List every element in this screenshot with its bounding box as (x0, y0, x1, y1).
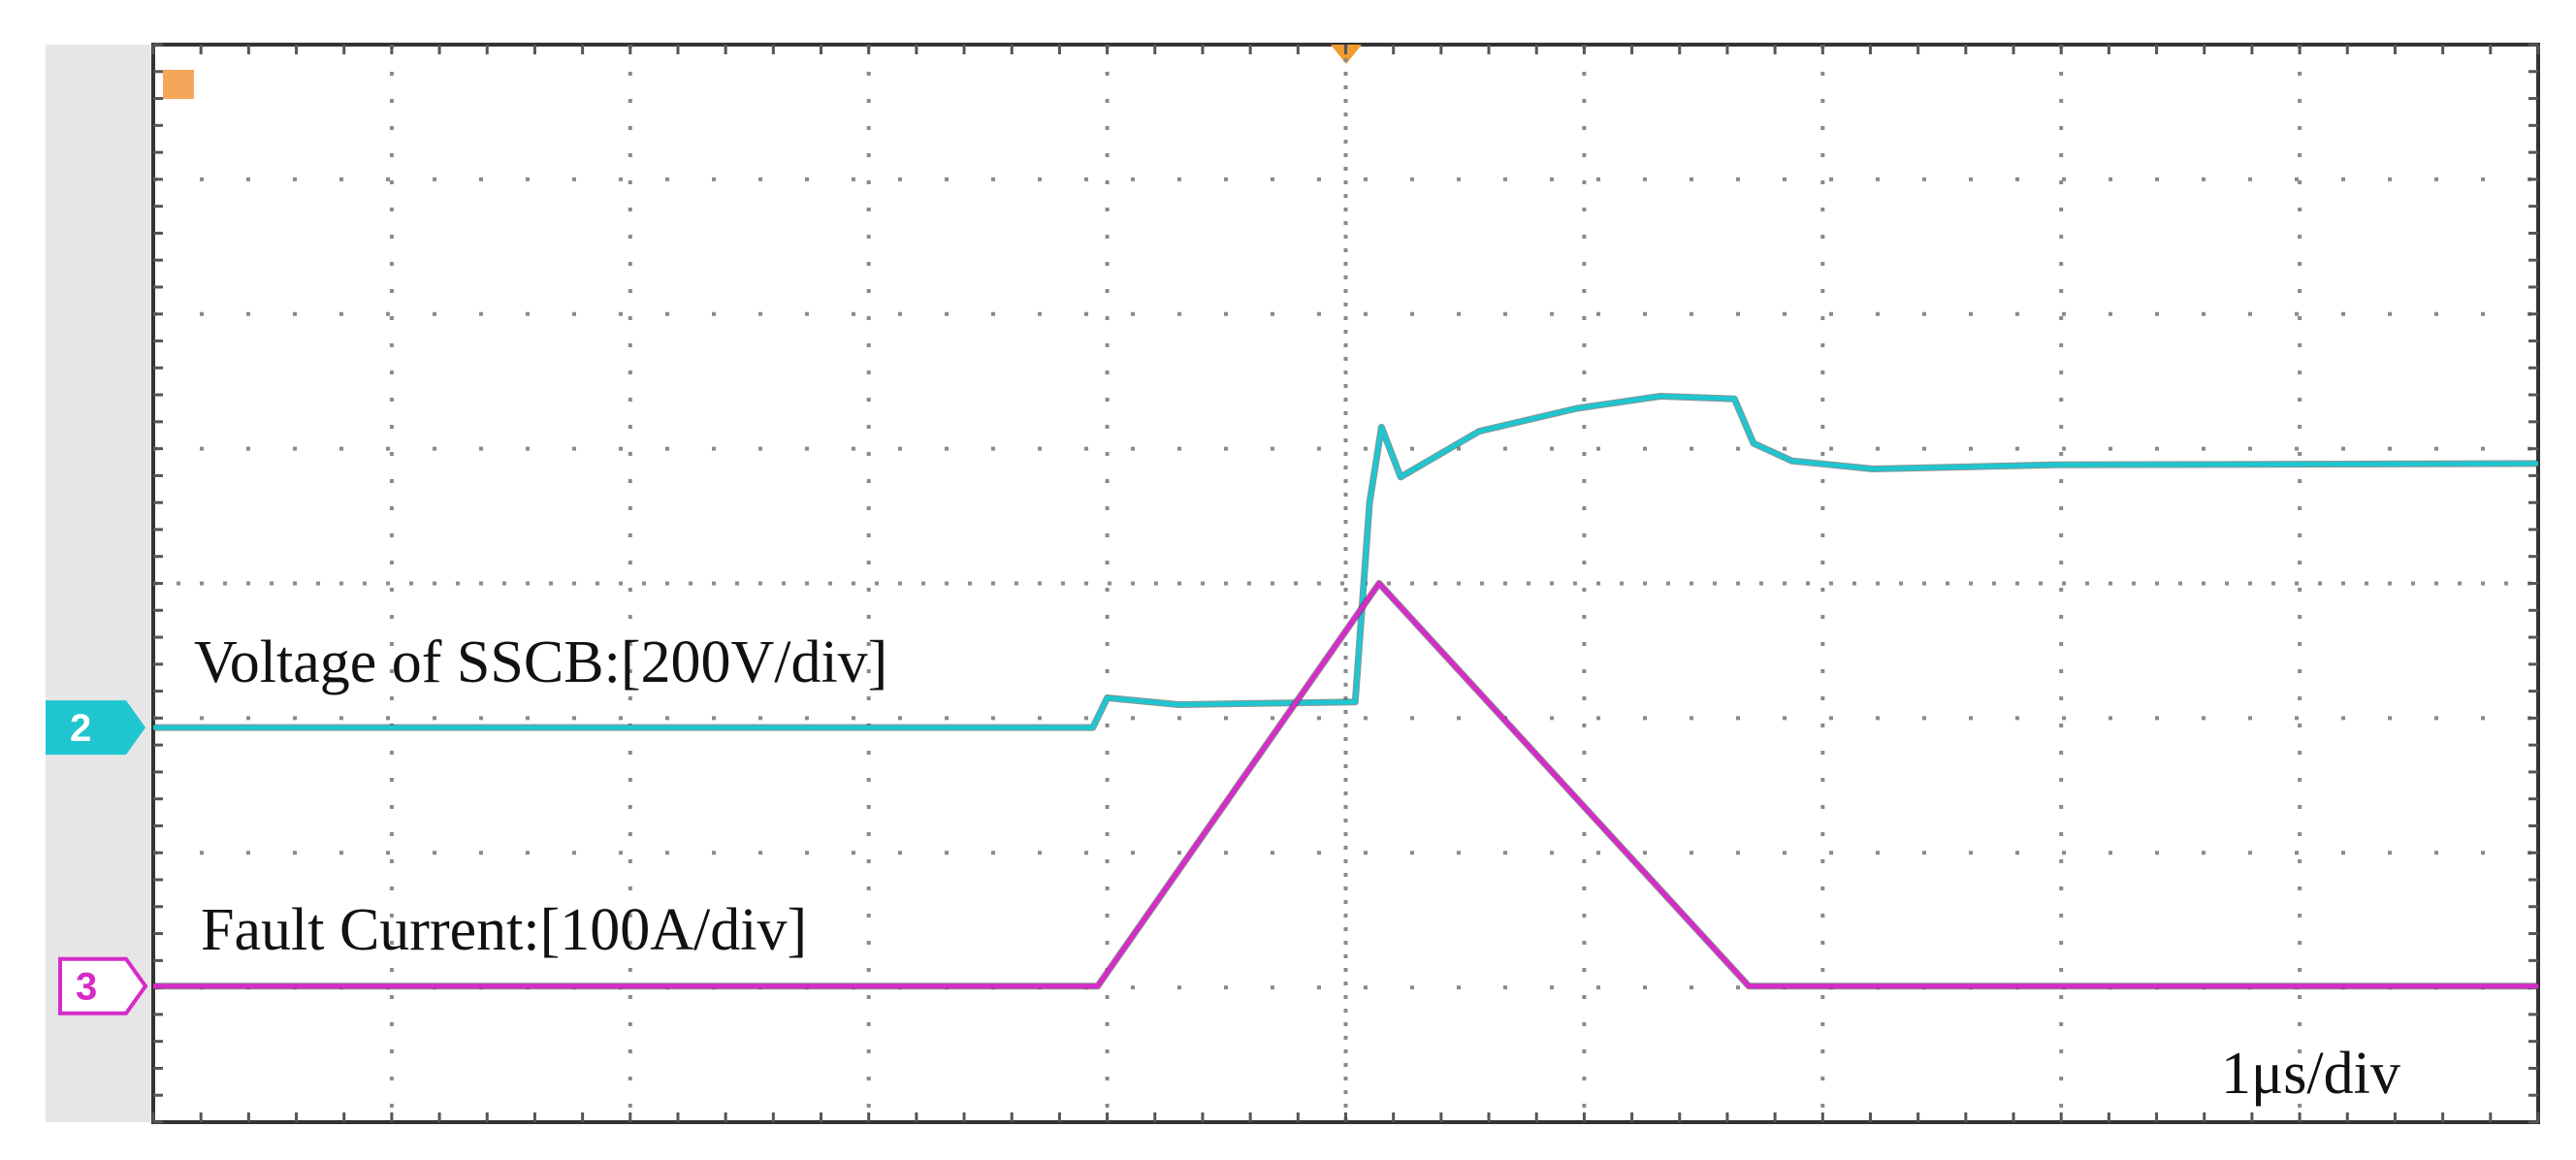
channel-number: 3 (76, 966, 97, 1009)
trace (153, 581, 2538, 989)
channel-marker (58, 956, 148, 1015)
series-label: Voltage of SSCB:[200V/div] (194, 629, 887, 695)
channel-number: 2 (70, 707, 91, 750)
channel-marker (46, 700, 145, 756)
traces (153, 393, 2539, 990)
series-label: Fault Current:[100A/div] (201, 897, 807, 963)
grid (151, 43, 2540, 1124)
trace (153, 394, 2539, 730)
time-scale: 1μs/div (2221, 1041, 2400, 1107)
left-margin (46, 45, 153, 1122)
trigger-icon (163, 70, 194, 99)
